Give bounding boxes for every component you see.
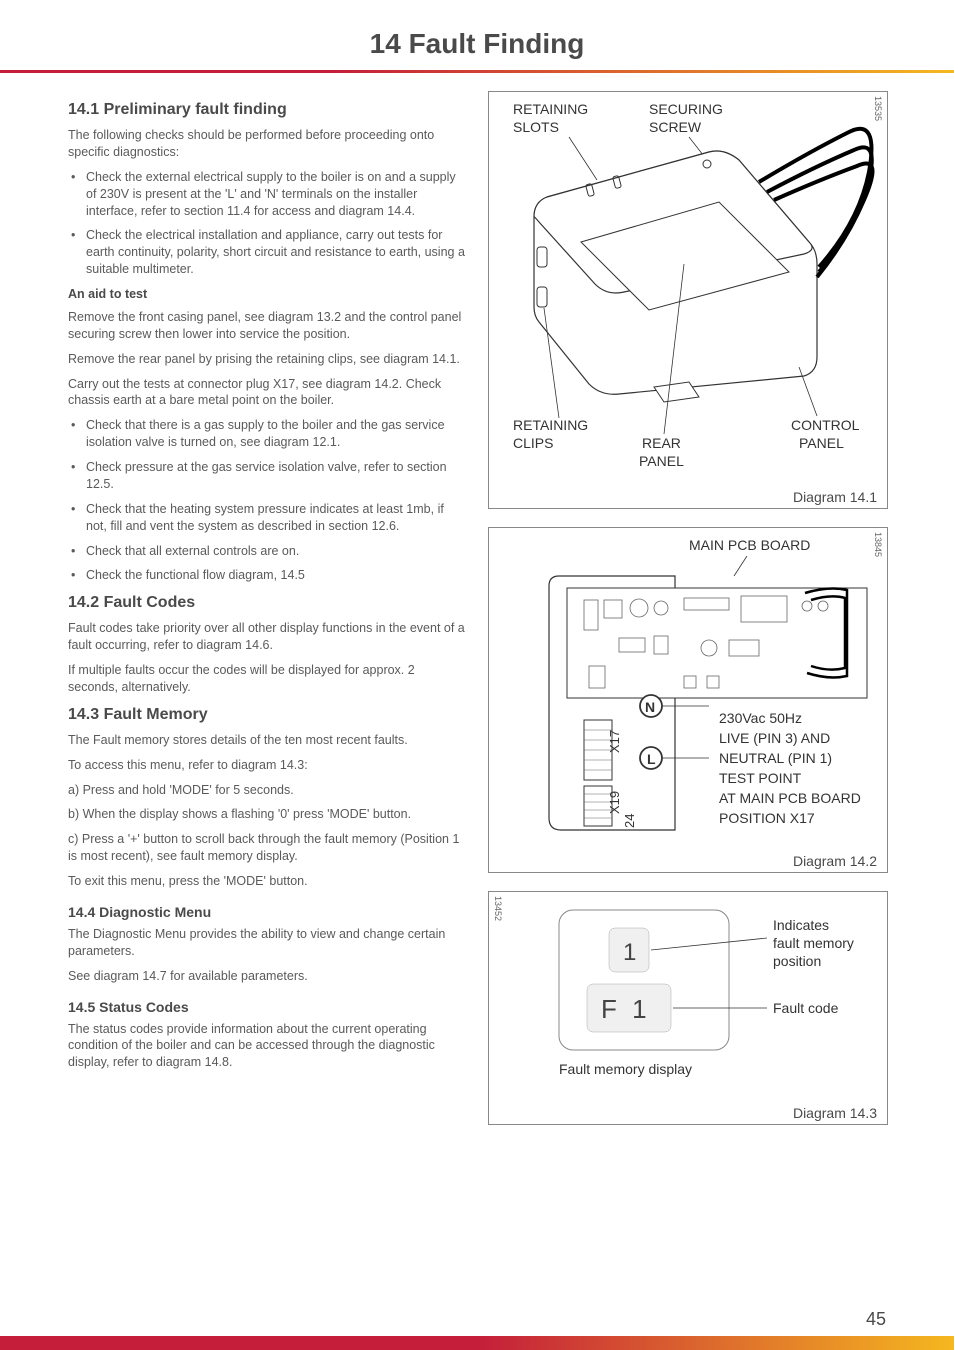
- svg-text:RETAINING: RETAINING: [513, 417, 588, 433]
- svg-text:Fault memory display: Fault memory display: [559, 1061, 692, 1077]
- aid-p2: Remove the rear panel by prising the ret…: [68, 351, 468, 368]
- svg-text:X19: X19: [607, 791, 622, 814]
- p-14-3-5: c) Press a '+' button to scroll back thr…: [68, 831, 468, 865]
- svg-text:SLOTS: SLOTS: [513, 119, 559, 135]
- heading-14-1: 14.1 Preliminary fault finding: [68, 101, 468, 119]
- svg-text:AT MAIN PCB BOARD: AT MAIN PCB BOARD: [719, 790, 861, 806]
- p-14-2-2: If multiple faults occur the codes will …: [68, 662, 468, 696]
- diagram-14-1: 13535 RETAINING SLOTS SECURING SCREW: [488, 91, 888, 509]
- diagram-label: Diagram 14.1: [489, 485, 887, 511]
- ref-num: 13452: [493, 896, 503, 921]
- intro-14-1: The following checks should be performed…: [68, 127, 468, 161]
- svg-text:LIVE (PIN 3) AND: LIVE (PIN 3) AND: [719, 730, 830, 746]
- svg-text:X17: X17: [607, 730, 622, 753]
- p-14-5-1: The status codes provide information abo…: [68, 1021, 468, 1072]
- heading-14-4: 14.4 Diagnostic Menu: [68, 904, 468, 920]
- p-14-3-2: To access this menu, refer to diagram 14…: [68, 757, 468, 774]
- svg-text:CLIPS: CLIPS: [513, 435, 553, 451]
- svg-text:POSITION X17: POSITION X17: [719, 810, 815, 826]
- aid-p1: Remove the front casing panel, see diagr…: [68, 309, 468, 343]
- p-14-3-6: To exit this menu, press the 'MODE' butt…: [68, 873, 468, 890]
- svg-text:NEUTRAL (PIN 1): NEUTRAL (PIN 1): [719, 750, 832, 766]
- diagram-label: Diagram 14.2: [489, 849, 887, 875]
- heading-14-2: 14.2 Fault Codes: [68, 594, 468, 612]
- heading-14-5: 14.5 Status Codes: [68, 999, 468, 1015]
- heading-14-3: 14.3 Fault Memory: [68, 706, 468, 724]
- p-14-4-1: The Diagnostic Menu provides the ability…: [68, 926, 468, 960]
- list-item: Check the external electrical supply to …: [68, 169, 468, 220]
- svg-text:Fault code: Fault code: [773, 1000, 839, 1016]
- list-item: Check pressure at the gas service isolat…: [68, 459, 468, 493]
- svg-text:SCREW: SCREW: [649, 119, 702, 135]
- diagram-14-3-svg: 1 F 1 Indicates fault memory position Fa…: [489, 892, 887, 1096]
- list-item: Check the functional flow diagram, 14.5: [68, 567, 468, 584]
- page-number: 45: [866, 1309, 886, 1330]
- p-14-4-2: See diagram 14.7 for available parameter…: [68, 968, 468, 985]
- svg-text:CONTROL: CONTROL: [791, 417, 860, 433]
- ref-num: 13535: [873, 96, 883, 121]
- page-title: 14 Fault Finding: [0, 0, 954, 70]
- bullets-14-1b: Check that there is a gas supply to the …: [68, 417, 468, 584]
- diagram-14-3: 13452 1 F 1 Indicates fault memory posit…: [488, 891, 888, 1125]
- footer-bar: [0, 1336, 954, 1350]
- svg-text:N: N: [645, 699, 655, 715]
- svg-text:fault memory: fault memory: [773, 935, 854, 951]
- svg-text:TEST POINT: TEST POINT: [719, 770, 802, 786]
- svg-text:Indicates: Indicates: [773, 917, 829, 933]
- diagram-14-2-svg: MAIN PCB BOARD: [489, 528, 887, 844]
- svg-text:PANEL: PANEL: [639, 453, 684, 469]
- list-item: Check that all external controls are on.: [68, 543, 468, 560]
- list-item: Check that the heating system pressure i…: [68, 501, 468, 535]
- diagram-14-2: 13845 MAIN PCB BOARD: [488, 527, 888, 873]
- svg-text:L: L: [647, 751, 656, 767]
- p-14-3-4: b) When the display shows a flashing '0'…: [68, 806, 468, 823]
- title-rule: [0, 70, 954, 73]
- p-14-3-3: a) Press and hold 'MODE' for 5 seconds.: [68, 782, 468, 799]
- diagram-14-1-svg: RETAINING SLOTS SECURING SCREW: [489, 92, 887, 480]
- svg-text:RETAINING: RETAINING: [513, 101, 588, 117]
- svg-text:position: position: [773, 953, 821, 969]
- svg-text:MAIN PCB BOARD: MAIN PCB BOARD: [689, 537, 810, 553]
- svg-text:PANEL: PANEL: [799, 435, 844, 451]
- diagram-label: Diagram 14.3: [489, 1101, 887, 1127]
- p-14-2-1: Fault codes take priority over all other…: [68, 620, 468, 654]
- svg-text:SECURING: SECURING: [649, 101, 723, 117]
- list-item: Check the electrical installation and ap…: [68, 227, 468, 278]
- svg-text:REAR: REAR: [642, 435, 681, 451]
- p-14-3-1: The Fault memory stores details of the t…: [68, 732, 468, 749]
- ref-num: 13845: [873, 532, 883, 557]
- svg-text:1: 1: [623, 939, 636, 966]
- aid-p3: Carry out the tests at connector plug X1…: [68, 376, 468, 410]
- bullets-14-1a: Check the external electrical supply to …: [68, 169, 468, 278]
- svg-text:F 1: F 1: [601, 994, 651, 1024]
- svg-text:24: 24: [622, 814, 637, 828]
- svg-text:230Vac 50Hz: 230Vac 50Hz: [719, 710, 802, 726]
- aid-label: An aid to test: [68, 286, 468, 303]
- list-item: Check that there is a gas supply to the …: [68, 417, 468, 451]
